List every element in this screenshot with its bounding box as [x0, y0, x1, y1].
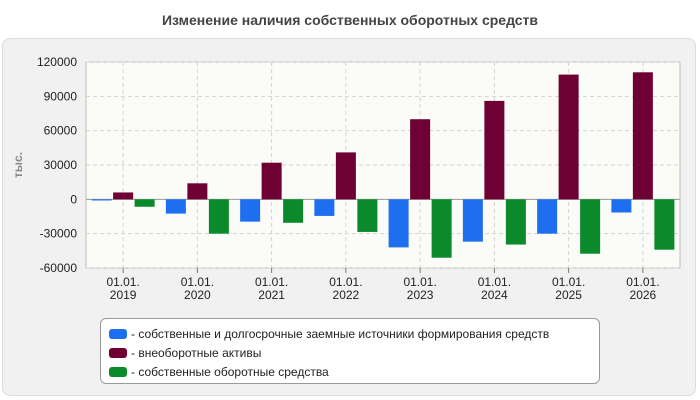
legend-item: - собственные и долгосрочные заемные ист… [109, 324, 599, 343]
bar-series-3 [357, 199, 378, 232]
x-tick-label: 2026 [630, 288, 657, 302]
chart-title: Изменение наличия собственных оборотных … [161, 12, 539, 28]
bar-series-1 [388, 199, 409, 248]
bar-series-3 [654, 199, 675, 250]
bar-series-1 [165, 199, 186, 214]
x-tick-label: 2021 [258, 288, 285, 302]
legend-swatch [109, 347, 127, 358]
x-tick-label: 01.01. [626, 275, 659, 289]
bar-series-3 [431, 199, 452, 258]
x-tick-label: 01.01. [329, 275, 362, 289]
bar-series-1 [537, 199, 558, 234]
legend-label: - собственные и долгосрочные заемные ист… [131, 326, 550, 341]
legend-item: - внеоборотные активы [109, 343, 599, 362]
y-tick-label: 60000 [44, 124, 78, 138]
legend-label: - внеоборотные активы [131, 345, 262, 360]
bar-series-2 [558, 74, 579, 200]
legend-swatch [109, 366, 127, 377]
x-tick-label: 2019 [110, 288, 137, 302]
bar-series-1 [611, 199, 632, 213]
x-tick-label: 01.01. [106, 275, 139, 289]
bar-series-2 [484, 100, 505, 200]
bar-series-3 [580, 199, 601, 254]
x-tick-label: 01.01. [255, 275, 288, 289]
x-tick-label: 2020 [184, 288, 211, 302]
x-tick-label: 2024 [481, 288, 508, 302]
x-tick-label: 01.01. [403, 275, 436, 289]
bar-series-1 [240, 199, 261, 222]
x-tick-label: 01.01. [478, 275, 511, 289]
x-tick-label: 2025 [555, 288, 582, 302]
bar-series-2 [632, 72, 653, 200]
chart-legend: - собственные и долгосрочные заемные ист… [100, 318, 600, 384]
bar-series-1 [314, 199, 335, 216]
bar-series-2 [335, 152, 356, 200]
y-tick-label: 120000 [37, 55, 77, 69]
legend-swatch [109, 328, 127, 339]
y-axis-label: тыс. [11, 152, 25, 178]
bar-series-3 [134, 199, 155, 207]
y-tick-label: 30000 [44, 158, 78, 172]
x-tick-label: 2023 [407, 288, 434, 302]
legend-item: - собственные оборотные средства [109, 362, 599, 381]
bar-series-2 [261, 162, 282, 200]
y-tick-label: 90000 [44, 89, 78, 103]
x-tick-label: 01.01. [552, 275, 585, 289]
y-tick-label: 0 [70, 192, 77, 206]
y-tick-label: -60000 [40, 261, 78, 275]
y-tick-label: -30000 [40, 227, 78, 241]
bar-series-1 [91, 199, 112, 201]
bar-series-3 [283, 199, 304, 223]
bar-series-2 [410, 119, 431, 200]
legend-label: - собственные оборотные средства [131, 364, 329, 379]
bar-series-3 [208, 199, 229, 234]
x-tick-label: 01.01. [181, 275, 214, 289]
bar-series-2 [113, 192, 134, 200]
bar-series-2 [187, 183, 208, 200]
bar-series-3 [505, 199, 526, 245]
x-tick-label: 2022 [333, 288, 360, 302]
bar-series-1 [462, 199, 483, 242]
